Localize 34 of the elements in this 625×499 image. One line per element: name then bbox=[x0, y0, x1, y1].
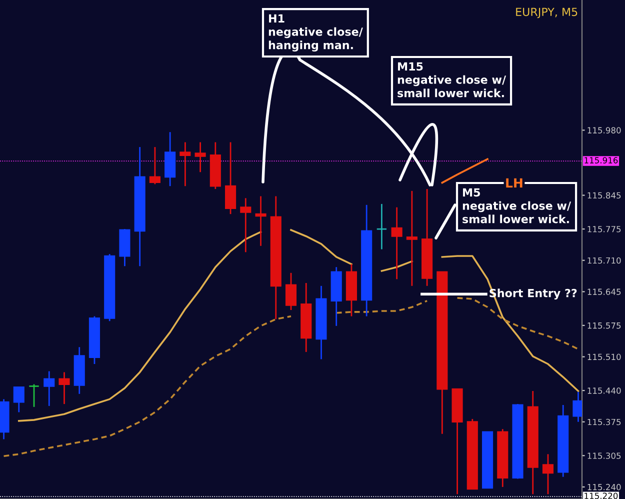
ref-line-label: 115.220 bbox=[584, 492, 618, 499]
candlestick bbox=[149, 146, 160, 185]
candlestick bbox=[255, 196, 266, 247]
candlestick bbox=[376, 203, 388, 250]
text: EURJPY, M5 bbox=[516, 8, 578, 18]
y-tick-label: 115.645 bbox=[588, 288, 621, 295]
candlestick bbox=[44, 370, 55, 407]
candlestick bbox=[194, 142, 206, 173]
candlestick bbox=[285, 272, 297, 311]
candlestick bbox=[28, 384, 40, 408]
annotation: M5 negative close w/ small lower wick. bbox=[462, 188, 572, 224]
annotation: H1 negative close/ hanging man. bbox=[268, 14, 363, 52]
y-tick-label: 115.710 bbox=[588, 257, 621, 264]
ref-line-label: 115.916 bbox=[584, 157, 618, 164]
candlestick bbox=[542, 453, 554, 495]
y-tick-label: 115.575 bbox=[588, 322, 621, 329]
candlestick bbox=[391, 206, 402, 280]
y-tick-label: 115.375 bbox=[588, 418, 621, 426]
candlestick bbox=[225, 142, 236, 215]
y-tick-label: 115.775 bbox=[588, 226, 621, 232]
candlestick bbox=[180, 142, 191, 187]
candlestick bbox=[240, 197, 252, 253]
y-tick-label: 115.440 bbox=[588, 388, 621, 394]
y-tick-label: 115.240 bbox=[588, 484, 621, 490]
annotation: M15 negative close w/ small lower wick. bbox=[398, 62, 506, 98]
y-tick-label: 115.305 bbox=[588, 452, 621, 459]
annotation: LH bbox=[506, 178, 522, 188]
y-tick-label: 115.980 bbox=[588, 127, 621, 134]
candlestick bbox=[406, 190, 418, 287]
line-series bbox=[441, 158, 488, 184]
y-tick-label: 115.510 bbox=[588, 354, 621, 360]
candlestick bbox=[58, 372, 70, 405]
y-tick-label: 115.845 bbox=[588, 192, 621, 199]
candlestick bbox=[13, 386, 24, 413]
